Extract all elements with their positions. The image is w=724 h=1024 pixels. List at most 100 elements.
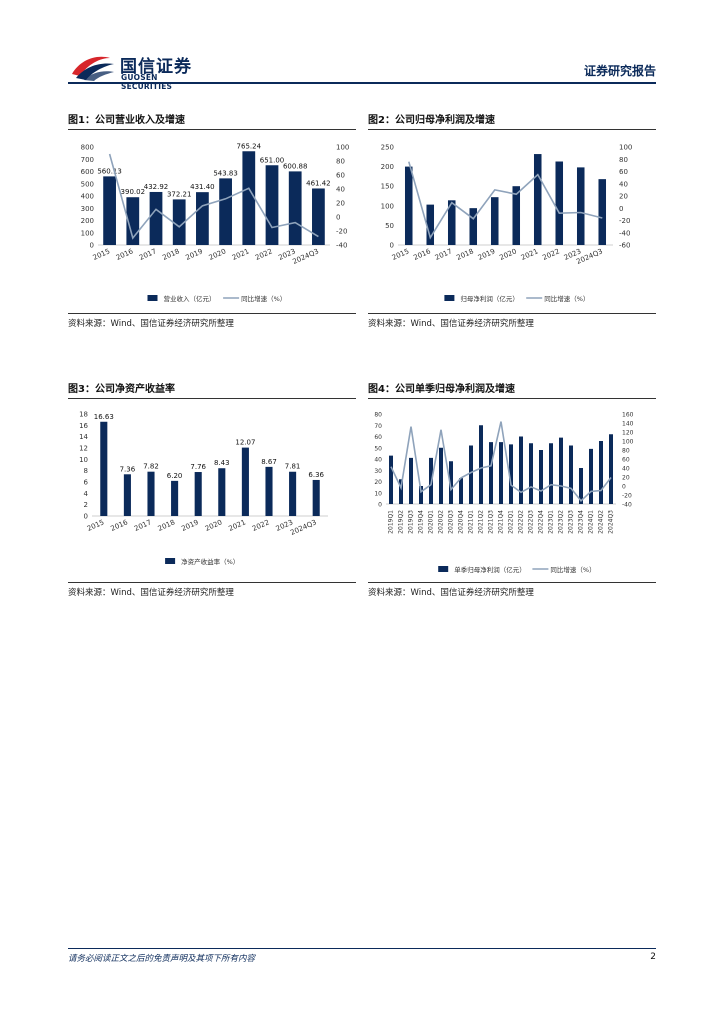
chart-legend: 净资产收益率（%） [165,557,239,566]
y-left-tick-label: 100 [381,202,394,210]
x-tick-label: 2016 [115,247,135,262]
bar-2016 [426,204,435,245]
bar-2020Q2 [439,447,443,504]
legend-bar-swatch [444,295,455,301]
y-left-tick-label: 700 [81,156,94,164]
figure-title: 图1：公司营业收入及增速 [68,115,185,126]
bar-2023Q4 [579,468,583,504]
y-right-tick-label: 100 [619,144,632,152]
legend-label: 归母净利润（亿元） [460,294,519,303]
bar-2019 [196,192,209,245]
bar-2017 [447,200,456,245]
y-left-tick-label: 60 [374,434,382,441]
y-left-tick-label: 6 [84,479,89,487]
growth-rate-line [390,421,612,502]
x-tick-label: 2017 [434,247,454,262]
y-right-tick-label: 40 [619,180,628,188]
bar-data-label: 6.36 [308,471,324,479]
y-right-tick-label: 60 [619,168,628,176]
bar-data-label: 8.43 [214,459,230,467]
y-right-tick-label: 20 [336,200,345,208]
y-right-tick-label: 140 [622,421,634,428]
y-left-tick-label: 2 [84,501,88,509]
bar-2015 [103,176,116,245]
y-left-tick-label: 0 [90,242,94,250]
bar-2022 [555,161,564,245]
y-right-tick-label: 80 [619,156,628,164]
roe-chart: 0 2 4 6 8 10 12 14 16 18 16.63 7.36 7.82 6.20 7.76 8.43… [79,411,328,566]
y-right-tick-label: 80 [336,158,345,166]
y-left-tick-label: 70 [374,423,382,430]
figure-source-rule [368,582,656,583]
x-tick-label: 2019Q4 [418,510,425,534]
y-left-tick-label: 8 [84,467,88,475]
x-tick-label: 2015 [391,247,411,262]
bar-data-label: 6.20 [167,472,183,480]
bar-2016 [123,474,131,516]
x-tick-label: 2023Q2 [558,510,565,534]
x-tick-label: 2015 [86,518,106,533]
x-tick-label: 2019 [477,247,497,262]
bar-2019 [490,197,499,245]
figure-source-rule [68,313,356,314]
legend-label: 营业收入（亿元） [164,294,216,303]
y-left-tick-label: 200 [381,163,394,171]
bar-2017 [149,191,163,245]
figure-source-rule [368,313,656,314]
bar-2015 [404,166,413,245]
bar-2020 [512,186,521,245]
figure-title-rule [368,129,656,130]
chart-legend: 营业收入（亿元） 同比增速（%） [147,294,286,303]
bar-2021Q1 [469,445,473,504]
quarterly-profit-chart: 0 10 20 30 40 50 60 70 80 -40 -20 0 20 40 60 80 100 120 14… [374,412,634,575]
bar-data-label: 543.83 [213,169,238,177]
x-tick-label: 2022 [541,247,561,262]
bar-2019Q2 [399,479,403,504]
bar-2024Q3 [609,434,613,504]
disclaimer-text: 请务必阅读正文之后的免责声明及其项下所有内容 [68,954,256,964]
figure-3: 图3：公司净资产收益率 0 2 4 6 8 10 12 14 16 18 16.63 7.36 7.82… [68,380,356,600]
bar-2017 [147,471,155,516]
x-tick-label: 2019 [180,518,200,533]
legend-label: 单季归母净利润（亿元） [454,565,526,574]
figure-4: 图4：公司单季归母净利润及增速 0 10 20 30 40 50 60 70 80 -40 -20 0… [368,380,656,600]
x-tick-label: 2020Q3 [448,510,455,534]
y-left-tick-label: 50 [385,222,394,230]
figure-source: 资料来源：Wind、国信证券经济研究所整理 [368,319,534,329]
y-left-tick-label: 4 [84,490,89,498]
x-tick-label: 2019Q3 [408,510,415,534]
bar-2024Q3 [312,188,325,245]
bar-2019Q3 [409,457,413,504]
bar-2021Q4 [499,442,503,504]
y-right-tick-label: -20 [336,228,347,236]
logo-en-text: GUOSEN SECURITIES [121,73,173,91]
bar-data-label: 461.42 [306,179,331,187]
bar-2021 [242,151,256,245]
y-left-tick-label: 50 [374,445,382,452]
bar-data-label: 8.67 [261,458,277,466]
x-tick-label: 2016 [109,518,129,533]
bar-2023Q2 [559,437,563,504]
y-left-tick-label: 0 [390,242,394,250]
legend-label: 同比增速（%） [550,565,595,574]
y-right-tick-label: 20 [619,193,628,201]
bar-data-label: 390.02 [121,188,146,196]
y-left-tick-label: 12 [79,445,88,453]
y-right-tick-label: 0 [622,484,626,491]
logo-cn-text: 国信证券 [120,57,192,77]
y-left-tick-label: 0 [378,502,382,509]
y-left-tick-label: 80 [374,412,382,419]
bar-2019Q1 [389,455,393,504]
figure-source: 资料来源：Wind、国信证券经济研究所整理 [68,588,234,598]
x-tick-label: 2024Q3 [291,247,320,266]
x-tick-label: 2021Q1 [468,510,475,534]
x-tick-label: 2021Q2 [478,510,485,534]
bar-2021Q3 [489,442,493,504]
x-tick-label: 2019Q2 [398,510,405,534]
bar-data-label: 12.07 [235,439,255,447]
bar-data-label: 431.40 [190,183,215,191]
y-left-tick-label: 18 [79,411,88,419]
y-left-tick-label: 300 [81,205,94,213]
bar-2021 [241,447,249,516]
x-tick-label: 2023Q3 [568,510,575,534]
